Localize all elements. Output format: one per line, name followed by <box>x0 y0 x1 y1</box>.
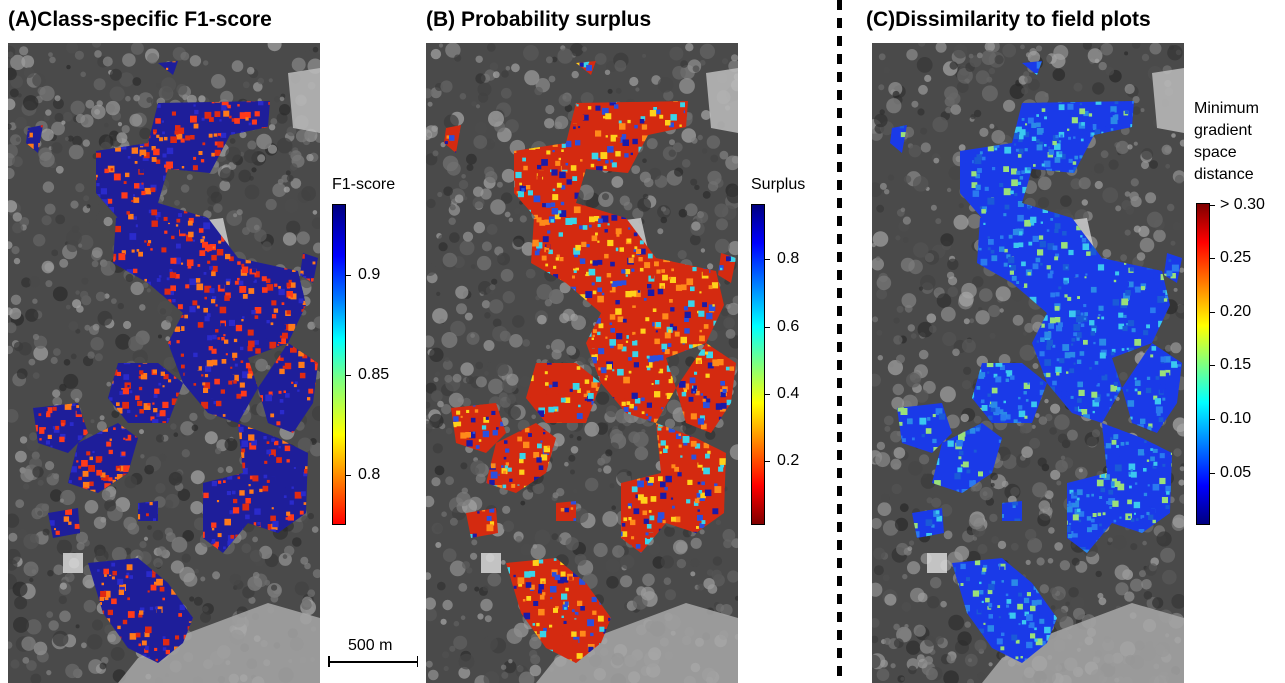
colorbar-c-tick-label: 0.20 <box>1220 303 1252 320</box>
colorbar-c-tick <box>1210 312 1215 313</box>
colorbar-b-tick <box>765 327 770 328</box>
colorbar-c-tick-label: 0.05 <box>1220 464 1252 481</box>
colorbar-b-tick <box>765 461 770 462</box>
colorbar-a-tick <box>346 475 351 476</box>
colorbar-c-tick-label: > 0.30 <box>1220 196 1265 213</box>
panel-c-title: (C)Dissimilarity to field plots <box>866 8 1151 31</box>
panel-divider <box>837 0 842 683</box>
colorbar-b-tick-label: 0.8 <box>777 250 800 267</box>
colorbar-b-tick-label: 0.2 <box>777 452 800 469</box>
map-panel-a <box>8 43 320 683</box>
colorbar-b-tick-label: 0.6 <box>777 318 800 335</box>
colorbar-c-tick-label: 0.15 <box>1220 356 1252 373</box>
colorbar-c-tick <box>1210 473 1215 474</box>
panel-a-title: (A)Class-specific F1-score <box>8 8 272 31</box>
colorbar-a-tick <box>346 275 351 276</box>
colorbar-a-label: F1-score <box>332 176 396 193</box>
colorbar-a-tick-label: 0.85 <box>358 366 390 383</box>
map-panel-c <box>872 43 1184 683</box>
scalebar-label: 500 m <box>348 637 393 654</box>
panel-b-title: (B) Probability surplus <box>426 8 652 31</box>
colorbar-c-label-line: space <box>1194 144 1237 161</box>
scalebar <box>328 656 418 667</box>
colorbar-b-tick <box>765 259 770 260</box>
colorbar-c-label-line: Minimum <box>1194 100 1259 117</box>
colorbar-b-tick <box>765 394 770 395</box>
colorbar-a-tick-label: 0.9 <box>358 266 381 283</box>
colorbar-c-label: Minimum gradient space distance <box>1194 98 1259 186</box>
colorbar-c-tick <box>1210 258 1215 259</box>
map-panel-b <box>426 43 738 683</box>
colorbar-a <box>332 204 346 525</box>
colorbar-a-tick <box>346 375 351 376</box>
colorbar-c-label-line: distance <box>1194 166 1254 183</box>
colorbar-b <box>751 204 765 525</box>
colorbar-b-tick-label: 0.4 <box>777 385 800 402</box>
colorbar-c-tick <box>1210 365 1215 366</box>
colorbar-a-tick-label: 0.8 <box>358 466 381 483</box>
colorbar-c-label-line: gradient <box>1194 122 1252 139</box>
colorbar-c-tick-label: 0.25 <box>1220 249 1252 266</box>
colorbar-c-tick <box>1210 419 1215 420</box>
colorbar-b-label: Surplus <box>751 176 806 193</box>
colorbar-c-tick-label: 0.10 <box>1220 410 1252 427</box>
colorbar-c-tick <box>1210 205 1215 206</box>
colorbar-c <box>1196 203 1210 525</box>
